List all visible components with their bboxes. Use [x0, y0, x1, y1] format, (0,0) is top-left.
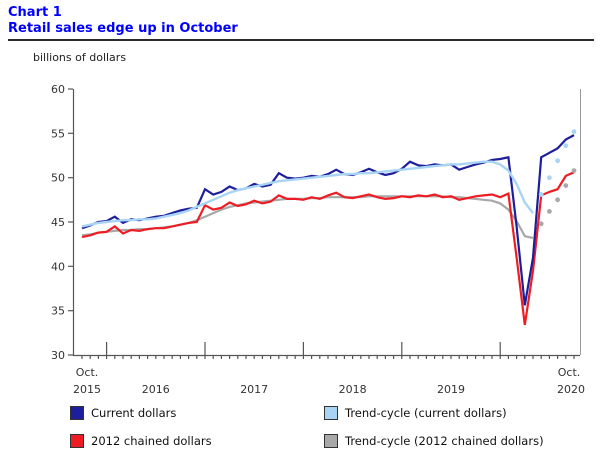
x-start-year: 2015: [73, 383, 101, 396]
trend-dots-current-dollars: [538, 129, 577, 197]
y-tick-label: 45: [51, 216, 65, 229]
legend-label-current-dollars: Current dollars: [91, 406, 177, 420]
legend-label-trend-current: Trend-cycle (current dollars): [345, 406, 507, 420]
series-line-current-dollars: [81, 134, 575, 306]
x-year-label: 2017: [240, 383, 268, 396]
legend-label-trend-chained: Trend-cycle (2012 chained dollars): [345, 434, 544, 448]
x-start-month: Oct.: [76, 366, 99, 379]
y-tick-label: 60: [51, 83, 65, 96]
legend-swatch-trend-current: [324, 406, 338, 420]
title-rule: [8, 39, 594, 41]
legend-swatch-chained-dollars: [70, 434, 84, 448]
legend-item-current-dollars: Current dollars: [70, 406, 176, 420]
trend-dots-2012-chained-dollars: [538, 168, 577, 227]
series-line-2012-chained-dollars: [81, 171, 575, 326]
y-axis-ticks: 30 35 40 45 50 55 60: [51, 83, 73, 362]
x-axis-ticks: [81, 342, 575, 359]
x-end-year: 2020: [557, 383, 585, 396]
x-axis-labels: Oct. 2015 2016 2017 2018 2019 Oct. 2020: [73, 366, 585, 396]
x-end-month: Oct.: [558, 366, 581, 379]
legend-swatch-current-dollars: [70, 406, 84, 420]
x-year-label: 2018: [339, 383, 367, 396]
x-year-label: 2019: [437, 383, 465, 396]
y-axis-unit-label: billions of dollars: [33, 51, 127, 64]
chart-title: Retail sales edge up in October: [8, 21, 238, 36]
y-tick-label: 55: [51, 127, 65, 140]
chart-number: Chart 1: [8, 5, 62, 20]
legend-item-trend-current: Trend-cycle (current dollars): [324, 406, 507, 420]
x-year-label: 2016: [142, 383, 170, 396]
legend-label-chained-dollars: 2012 chained dollars: [91, 434, 212, 448]
y-tick-label: 30: [51, 349, 65, 362]
y-tick-label: 50: [51, 172, 65, 185]
y-tick-label: 35: [51, 305, 65, 318]
y-tick-label: 40: [51, 260, 65, 273]
legend-swatch-trend-chained: [324, 434, 338, 448]
legend-item-trend-chained: Trend-cycle (2012 chained dollars): [324, 434, 544, 448]
legend-item-chained-dollars: 2012 chained dollars: [70, 434, 212, 448]
trend-line-current-dollars: [81, 160, 534, 228]
